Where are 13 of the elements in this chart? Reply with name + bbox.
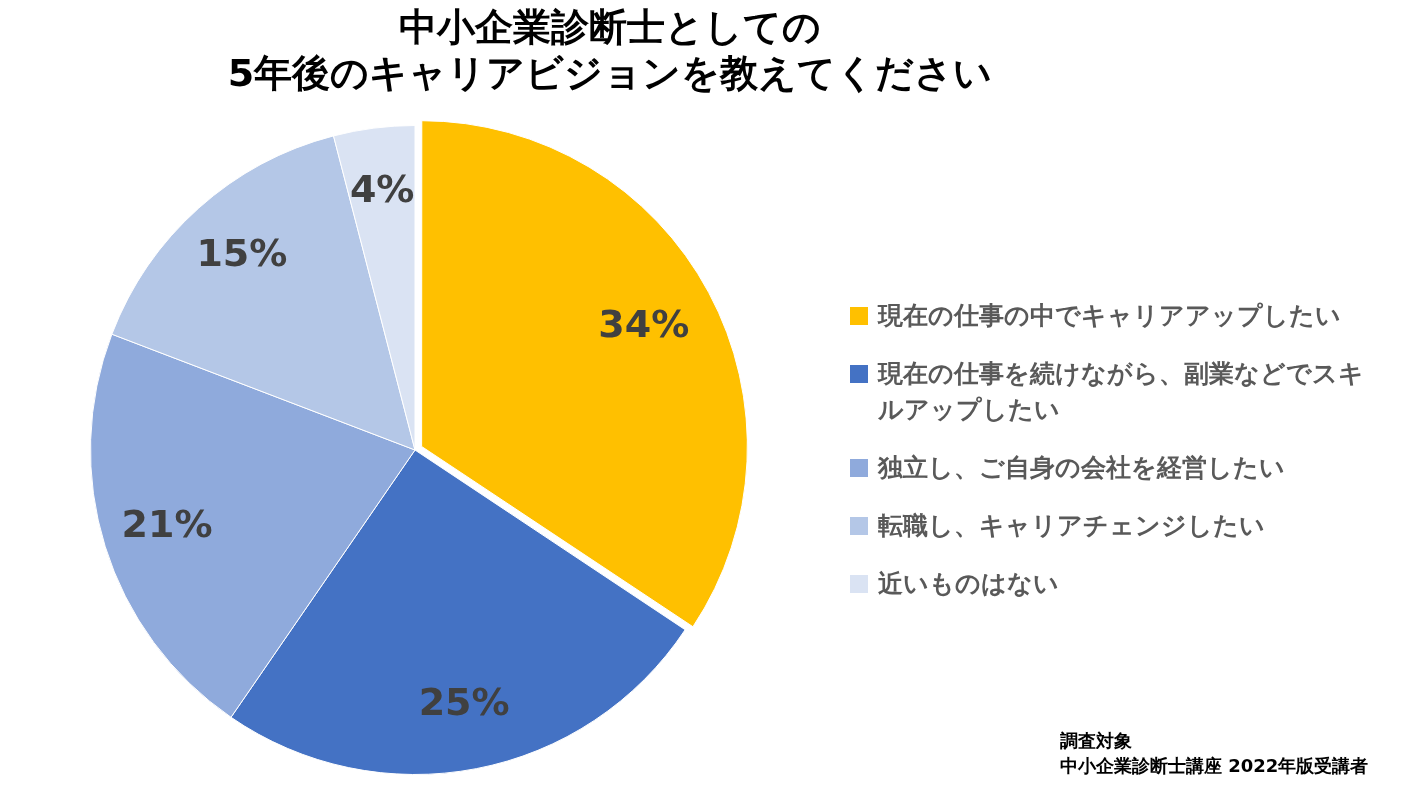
legend-label: 転職し、キャリアチェンジしたい: [878, 510, 1265, 542]
data-label: 15%: [196, 231, 288, 276]
chart-title: 中小企業診断士としての 5年後のキャリアビジョンを教えてください: [226, 4, 994, 96]
data-label: 21%: [121, 501, 213, 546]
text: 中小企業診断士講座 2022年版受講者: [1060, 754, 1369, 778]
data-label: 25%: [418, 679, 510, 724]
legend-label: 近いものはない: [878, 568, 1059, 600]
legend-label: 独立し、ご自身の会社を経営したい: [878, 452, 1285, 484]
data-label: 34%: [598, 302, 690, 347]
data-label: 4%: [349, 167, 415, 212]
legend-label: 現在の仕事を続けながら、副業などでスキルアップしたい: [878, 358, 1365, 426]
legend-label: 現在の仕事の中でキャリアアップしたい: [878, 300, 1341, 332]
text: 調査対象: [1060, 729, 1133, 753]
